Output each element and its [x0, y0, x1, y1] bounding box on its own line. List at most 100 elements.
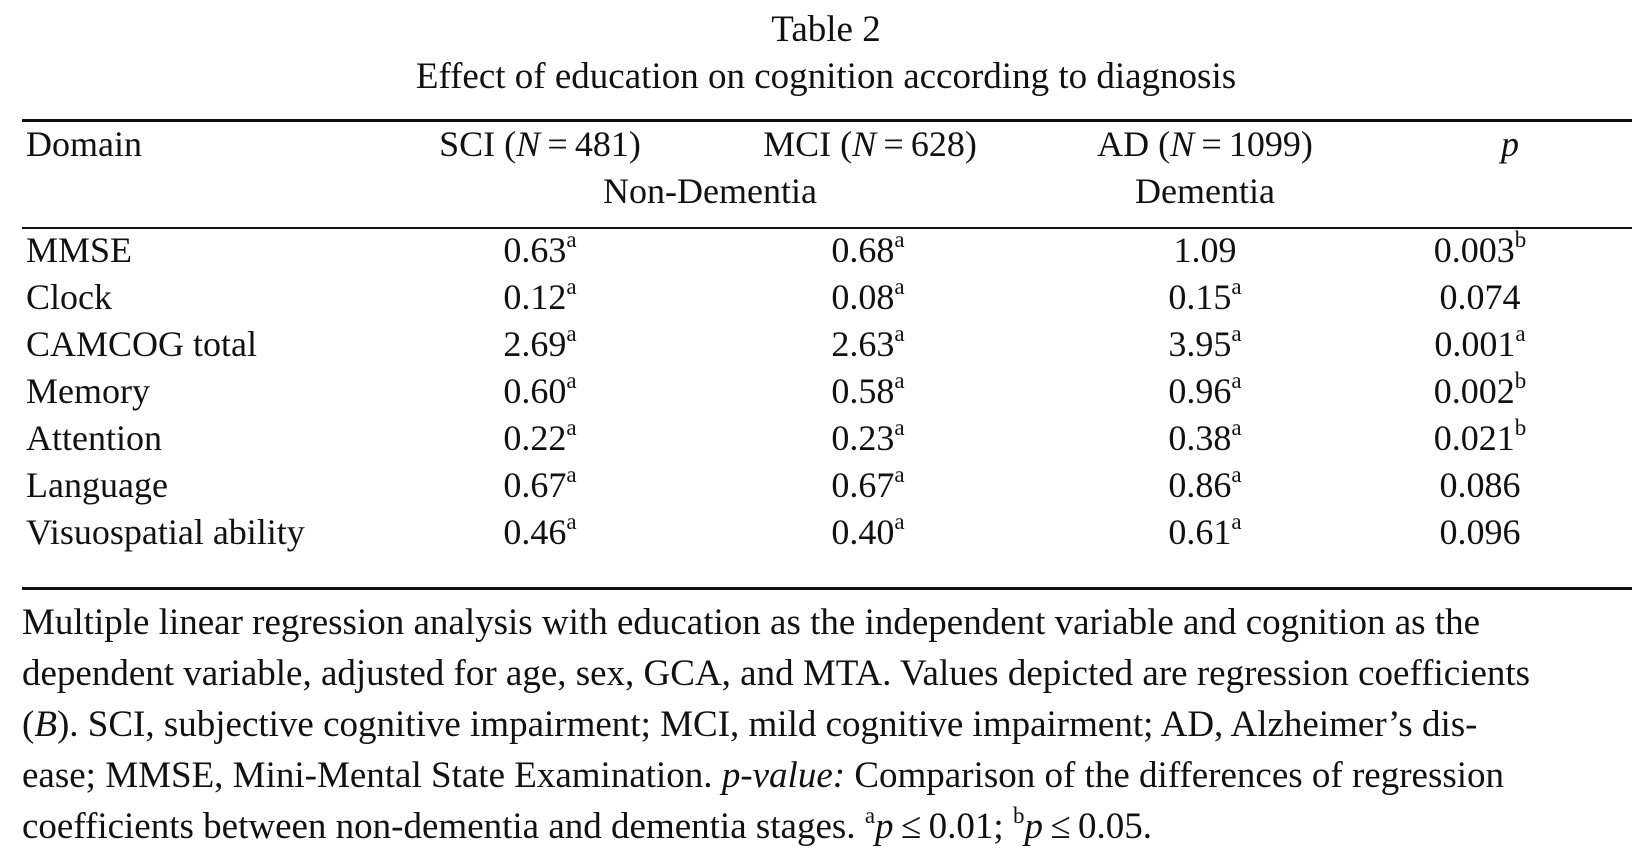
cell-mci: 0.08a	[788, 274, 948, 317]
notes-text: ). SCI, subjective cognitive impairment;…	[56, 704, 1478, 745]
cell-sci: 0.22a	[460, 416, 620, 458]
cell-mci: 0.58a	[788, 369, 948, 411]
header-sci-n: N	[516, 124, 541, 164]
cell-value: 0.60	[503, 371, 567, 411]
cell-value: 0.003	[1433, 230, 1515, 270]
cell-mci: 0.23a	[788, 415, 948, 458]
header-ad-suffix: = 1099)	[1194, 124, 1313, 164]
cell-p: 0.003b	[1400, 227, 1560, 270]
cell-sci: 0.60a	[460, 368, 620, 411]
footnote-marker: a	[566, 368, 577, 393]
footnote-marker: a	[1231, 321, 1242, 346]
footnote-marker: b	[1514, 227, 1527, 252]
cell-p: 0.001a	[1400, 321, 1560, 364]
cell-p: 0.086	[1400, 465, 1560, 505]
row-domain: Visuospatial ability	[26, 512, 305, 552]
cell-value: 0.68	[831, 230, 895, 270]
cell-value: 0.002	[1433, 371, 1515, 411]
notes-text: coefficients between non-dementia and de…	[22, 806, 865, 847]
cell-ad: 1.09	[1125, 230, 1285, 270]
header-mci: MCI (N = 628)	[705, 124, 1035, 164]
footnote-marker: a	[894, 227, 905, 252]
footnote-marker: a	[1231, 462, 1242, 487]
table-title: Effect of education on cognition accordi…	[415, 56, 1237, 97]
top-rule	[22, 119, 1632, 122]
footnote-marker: a	[1515, 321, 1526, 346]
cell-value: 0.021	[1433, 418, 1515, 458]
cell-mci: 0.40a	[788, 509, 948, 552]
notes-line: Multiple linear regression analysis with…	[22, 602, 1480, 643]
cell-value: 0.46	[503, 512, 567, 552]
footnote-marker: a	[894, 509, 905, 534]
cell-value: 0.001	[1434, 324, 1516, 364]
cell-ad: 0.61a	[1125, 509, 1285, 552]
cell-value: 0.15	[1168, 277, 1232, 317]
header-ad-n: N	[1170, 124, 1195, 164]
notes-line: ease; MMSE, Mini-Mental State Examinatio…	[22, 750, 1634, 801]
header-mci-suffix: = 628)	[876, 124, 977, 164]
header-mci-prefix: MCI (	[763, 124, 853, 164]
cell-mci: 2.63a	[788, 322, 948, 364]
table-label: Table 2	[771, 9, 881, 50]
footnote-marker: a	[566, 227, 577, 252]
row-domain: Clock	[26, 277, 112, 317]
cell-value: 0.074	[1439, 277, 1521, 317]
footnote-marker: a	[894, 274, 905, 299]
header-rule	[22, 227, 1632, 229]
cell-value: 2.63	[831, 324, 895, 364]
notes-italic: p-value:	[721, 755, 846, 796]
cell-sci: 0.12a	[460, 275, 620, 317]
notes-italic: B	[34, 704, 57, 745]
cell-value: 0.67	[503, 465, 567, 505]
header-ad: AD (N = 1099)	[1045, 124, 1365, 164]
notes-line: dependent variable, adjusted for age, se…	[22, 653, 1531, 694]
footnote-marker: a	[864, 802, 876, 828]
table-notes: Multiple linear regression analysis with…	[22, 597, 1634, 852]
footnote-marker: a	[566, 509, 577, 534]
group-dementia: Dementia	[1135, 171, 1275, 211]
cell-value: 0.22	[503, 418, 567, 458]
footnote-marker: a	[894, 415, 905, 440]
cell-p: 0.096	[1400, 512, 1560, 552]
cell-ad: 0.96a	[1125, 368, 1285, 411]
cell-mci: 0.67a	[788, 462, 948, 505]
cell-ad: 0.38a	[1125, 415, 1285, 458]
cell-ad: 0.86a	[1125, 462, 1285, 505]
footnote-marker: a	[1231, 509, 1242, 534]
cell-value: 0.63	[503, 230, 567, 270]
group-non-dementia: Non-Dementia	[603, 171, 817, 211]
footnote-marker: b	[1514, 368, 1527, 393]
cell-sci: 0.46a	[460, 509, 620, 552]
notes-text: Comparison of the differences of regress…	[845, 755, 1505, 796]
cell-value: 0.67	[831, 465, 895, 505]
footnote-marker: a	[1231, 368, 1242, 393]
cell-value: 0.23	[831, 418, 895, 458]
cell-p: 0.074	[1400, 277, 1560, 317]
cell-value: 0.96	[1168, 371, 1232, 411]
header-sci: SCI (N = 481)	[380, 124, 700, 164]
cell-value: 0.40	[831, 512, 895, 552]
row-domain: Language	[26, 465, 168, 505]
cell-ad: 3.95a	[1125, 321, 1285, 364]
row-domain: CAMCOG total	[26, 324, 258, 364]
header-mci-n: N	[852, 124, 877, 164]
cell-sci: 0.67a	[460, 463, 620, 505]
notes-text: ≤ 0.01;	[893, 806, 1013, 847]
cell-p: 0.002b	[1400, 368, 1560, 411]
cell-value: 0.086	[1439, 465, 1521, 505]
row-domain: Attention	[26, 418, 162, 458]
cell-ad: 0.15a	[1125, 274, 1285, 317]
notes-text: (	[22, 704, 35, 745]
footnote-marker: b	[1514, 415, 1527, 440]
footnote-marker: a	[894, 462, 905, 487]
row-domain: MMSE	[26, 230, 133, 270]
cell-value: 0.86	[1168, 465, 1232, 505]
notes-text: ≤ 0.05.	[1042, 806, 1153, 847]
footnote-marker: a	[1231, 274, 1242, 299]
footnote-marker: a	[1231, 415, 1242, 440]
notes-italic: p	[875, 806, 894, 847]
header-sci-suffix: = 481)	[540, 124, 641, 164]
header-sci-prefix: SCI (	[439, 124, 517, 164]
bottom-rule	[22, 587, 1632, 590]
